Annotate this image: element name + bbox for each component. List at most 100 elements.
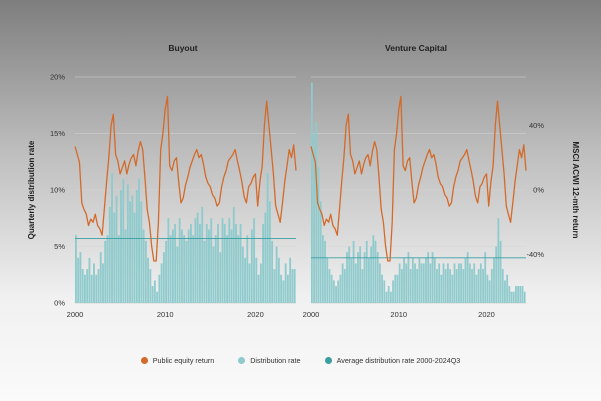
distribution-bar [466, 252, 469, 303]
distribution-bar [462, 269, 465, 303]
distribution-bar [126, 184, 129, 303]
distribution-bar [255, 257, 258, 303]
distribution-bar [187, 229, 190, 303]
distribution-bar [106, 235, 109, 303]
distribution-bar [493, 257, 495, 303]
distribution-bar [383, 280, 386, 303]
distribution-bar [115, 195, 118, 303]
y-tick-label: 5% [54, 242, 65, 251]
distribution-bar [235, 223, 237, 303]
distribution-bar [521, 286, 524, 303]
distribution-bar [418, 257, 421, 303]
distribution-bar [519, 286, 522, 303]
distribution-bar [398, 263, 401, 303]
distribution-bar [321, 235, 324, 303]
distribution-bar [223, 223, 226, 303]
distribution-bar [144, 240, 147, 303]
distribution-bar [311, 82, 313, 304]
distribution-bar [77, 257, 80, 303]
distribution-bar [183, 235, 186, 303]
distribution-bar [372, 235, 375, 303]
distribution-bar [158, 274, 161, 303]
y-tick-label: 0% [54, 299, 65, 308]
distribution-bar [438, 263, 441, 303]
distribution-bar [482, 269, 484, 303]
distribution-bar [416, 269, 419, 303]
distribution-bar [253, 218, 256, 303]
distribution-bar [495, 246, 498, 303]
distribution-bar [425, 257, 427, 303]
distribution-bar [389, 291, 392, 303]
distribution-bar [407, 252, 410, 303]
distribution-bar [510, 291, 513, 303]
distribution-bar [120, 190, 122, 303]
distribution-bar [226, 235, 228, 303]
x-tick-label: 2010 [157, 310, 174, 319]
distribution-bar [504, 280, 506, 303]
distribution-bar [387, 286, 390, 303]
distribution-bar [171, 229, 174, 303]
distribution-bar [190, 223, 192, 303]
distribution-bar [357, 252, 359, 303]
venture-capital-panel: 2000 2010 2020 -40% 0% 40% [303, 76, 544, 319]
distribution-bar [326, 257, 329, 303]
distribution-bar [381, 274, 383, 303]
distribution-bar [455, 269, 458, 303]
distribution-bar [176, 246, 179, 303]
distribution-bar [484, 252, 487, 303]
public-equity-line [74, 95, 297, 262]
distribution-bar [99, 252, 102, 303]
distribution-bar [370, 246, 373, 303]
distribution-bar [453, 263, 456, 303]
distribution-bar [262, 223, 265, 303]
distribution-bar [396, 274, 399, 303]
y-tick-label: 20% [50, 73, 65, 82]
distribution-bar [192, 235, 195, 303]
distribution-bar [232, 206, 235, 303]
distribution-bar [350, 257, 353, 303]
distribution-bar [286, 274, 289, 303]
legend: Public equity return Distribution rate A… [0, 356, 601, 365]
distribution-bar [385, 291, 388, 303]
panel-title-venture-capital: Venture Capital [385, 43, 447, 53]
distribution-bar [277, 257, 280, 303]
distribution-bar [315, 122, 318, 303]
distribution-bar [237, 235, 240, 303]
distribution-bar [84, 274, 86, 303]
distribution-bar [90, 274, 93, 303]
distribution-bar [160, 263, 163, 303]
distribution-bar [199, 223, 201, 303]
distribution-bar [156, 291, 159, 303]
distribution-bar [376, 252, 379, 303]
y2-tick-label: 0% [533, 186, 544, 195]
distribution-bar [368, 257, 370, 303]
distribution-bar [508, 286, 511, 303]
distribution-bar [332, 280, 335, 303]
distribution-bar [214, 235, 217, 303]
distribution-bar [194, 218, 197, 303]
distribution-bar [75, 235, 77, 303]
distribution-bar [449, 269, 452, 303]
distribution-bar [93, 263, 95, 303]
legend-label-average-distribution-rate: Average distribution rate 2000-2024Q3 [336, 356, 461, 365]
distribution-bar [341, 263, 344, 303]
distribution-bar [523, 291, 526, 303]
distribution-bar [257, 274, 260, 303]
distribution-bar [427, 252, 430, 303]
distribution-bar [250, 229, 253, 303]
distribution-bar [185, 240, 188, 303]
legend-swatch-public-equity [140, 357, 148, 364]
distribution-bar [420, 263, 423, 303]
public-equity-line [310, 95, 527, 262]
distribution-bar [429, 263, 432, 303]
distribution-bar [230, 229, 233, 303]
distribution-bar [488, 280, 491, 303]
distribution-bar [131, 195, 134, 303]
distribution-bar [348, 246, 351, 303]
distribution-bar [239, 223, 242, 303]
distribution-bar [392, 280, 394, 303]
y2-tick-label: 40% [529, 121, 544, 130]
legend-label-distribution-rate: Distribution rate [250, 356, 301, 365]
distribution-bar [451, 274, 454, 303]
